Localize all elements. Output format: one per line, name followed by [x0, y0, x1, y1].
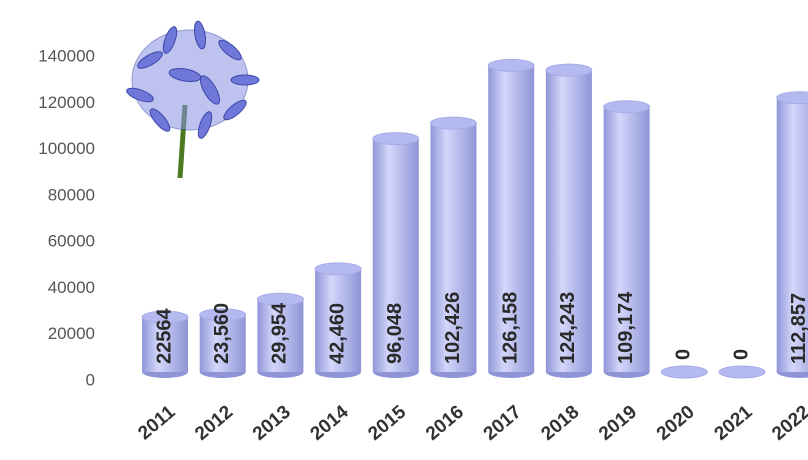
y-tick-label: 120000 [38, 93, 95, 112]
bar [545, 70, 592, 372]
value-label: 0 [673, 349, 695, 360]
x-tick-label: 2021 [711, 401, 757, 445]
bar-top [314, 262, 362, 276]
bar-top [372, 132, 420, 146]
bar-top [430, 116, 477, 130]
bar-top [487, 58, 535, 72]
y-tick-label: 140000 [38, 46, 95, 65]
flower-illustration [126, 20, 260, 179]
value-label: 102,426 [442, 292, 464, 364]
x-tick-label: 2018 [537, 402, 583, 445]
y-tick-label: 80000 [48, 185, 95, 204]
bar [488, 65, 535, 372]
x-tick-label: 2013 [249, 402, 295, 445]
bar [776, 97, 808, 372]
value-label: 126,158 [499, 292, 521, 364]
y-tick-label: 60000 [48, 232, 95, 251]
bar [199, 314, 246, 372]
value-label: 109,174 [615, 291, 637, 364]
value-label: 22564 [153, 308, 175, 364]
x-tick-label: 2016 [422, 402, 468, 445]
bar [257, 299, 304, 372]
value-label: 124,243 [557, 292, 579, 364]
x-tick-label: 2014 [307, 401, 353, 445]
x-tick-label: 2020 [653, 402, 699, 445]
value-label: 0 [730, 349, 752, 360]
bar-top [545, 63, 593, 77]
bar-top [718, 365, 766, 379]
bar-top [256, 292, 304, 306]
x-tick-label: 2012 [191, 402, 237, 445]
y-tick-label: 100000 [38, 139, 95, 158]
y-tick-label: 40000 [48, 278, 95, 297]
bar-top [776, 91, 808, 105]
x-tick-label: 2011 [134, 401, 179, 444]
bar [142, 317, 188, 372]
value-label: 96,048 [384, 303, 406, 364]
x-tick-label: 2022 [768, 402, 808, 445]
x-tick-label: 2019 [595, 402, 641, 445]
y-tick-label: 20000 [48, 324, 95, 343]
bar-top [199, 308, 247, 322]
x-tick-label: 2015 [364, 401, 410, 445]
value-label: 23,560 [211, 303, 233, 364]
value-label: 29,954 [269, 302, 291, 364]
bar [430, 123, 477, 372]
y-tick-label: 0 [86, 370, 95, 389]
x-tick-label: 2017 [480, 402, 526, 445]
bar-top [660, 365, 708, 379]
bar [315, 268, 362, 372]
bar [372, 138, 419, 372]
value-label: 112,857 [788, 293, 808, 364]
bar [603, 106, 650, 372]
bar-top [141, 310, 189, 324]
bar-top [603, 100, 651, 114]
value-label: 42,460 [326, 303, 348, 364]
